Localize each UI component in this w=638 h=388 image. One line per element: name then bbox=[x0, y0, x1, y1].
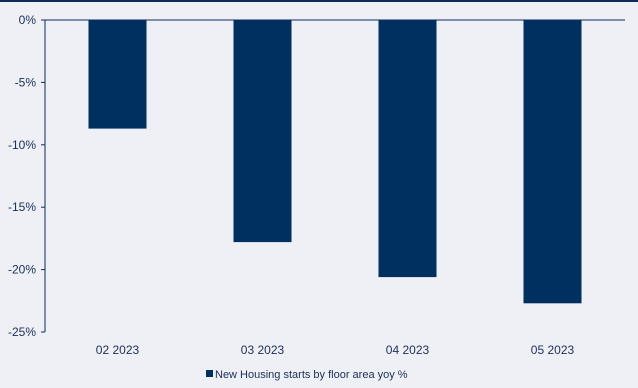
x-tick-label: 05 2023 bbox=[531, 343, 575, 357]
top-border-rule bbox=[0, 0, 638, 2]
bar-03-2023 bbox=[233, 20, 292, 243]
y-tick-labels: 0% -5% -10% -15% -20% -25% bbox=[8, 13, 36, 339]
y-tick-label: -20% bbox=[8, 263, 36, 277]
legend-swatch bbox=[206, 370, 213, 377]
y-tick-label: -25% bbox=[8, 325, 36, 339]
y-tick-label: -5% bbox=[15, 75, 37, 89]
x-tick-labels: 02 2023 03 2023 04 2023 05 2023 bbox=[96, 343, 575, 357]
legend-label: New Housing starts by floor area yoy % bbox=[215, 369, 408, 381]
y-tick-label: -15% bbox=[8, 200, 36, 214]
bars-group bbox=[88, 20, 582, 304]
x-tick-label: 03 2023 bbox=[241, 343, 285, 357]
y-tick-label: 0% bbox=[19, 13, 37, 27]
bar-02-2023 bbox=[88, 20, 147, 129]
x-tick-label: 02 2023 bbox=[96, 343, 140, 357]
axes-group bbox=[41, 19, 625, 333]
bar-05-2023 bbox=[523, 20, 582, 304]
legend: New Housing starts by floor area yoy % bbox=[206, 369, 408, 381]
bar-04-2023 bbox=[378, 20, 437, 278]
x-tick-label: 04 2023 bbox=[386, 343, 430, 357]
y-tick-label: -10% bbox=[8, 138, 36, 152]
